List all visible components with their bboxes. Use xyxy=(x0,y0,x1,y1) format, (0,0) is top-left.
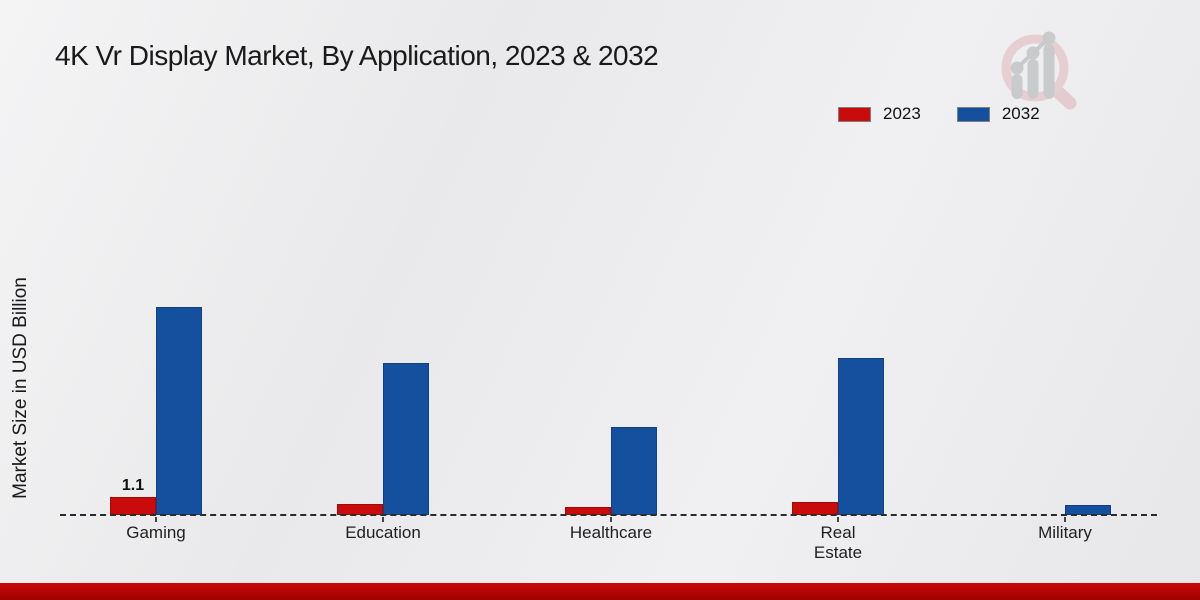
legend-label-2032: 2032 xyxy=(1001,104,1040,123)
legend-swatch-2023 xyxy=(838,106,871,122)
magnifier-growth-chart-icon xyxy=(1001,31,1077,110)
category-label-military: Military xyxy=(1038,523,1092,542)
legend: 2023 2032 xyxy=(838,104,1040,124)
x-axis-tick-gaming xyxy=(155,517,157,522)
category-label-education: Education xyxy=(345,523,421,542)
category-label-real-estate: Real Estate xyxy=(813,523,863,563)
bar-2032-military xyxy=(1065,505,1111,515)
legend-item-2023: 2023 xyxy=(838,104,921,124)
x-axis-tick-education xyxy=(382,517,384,522)
bar-2032-gaming xyxy=(156,307,202,515)
bar-2023-gaming xyxy=(110,497,156,515)
legend-label-2023: 2023 xyxy=(883,104,921,123)
category-label-healthcare: Healthcare xyxy=(569,523,653,542)
chart-title: 4K Vr Display Market, By Application, 20… xyxy=(55,40,659,71)
bar-value-label-gaming-2023: 1.1 xyxy=(121,477,145,494)
bar-2032-real-estate xyxy=(838,358,884,515)
legend-swatch-2032 xyxy=(956,106,990,122)
footer-red-band xyxy=(0,583,1200,600)
category-label-gaming: Gaming xyxy=(126,523,186,542)
bar-2023-real-estate xyxy=(792,502,838,515)
x-axis-tick-military xyxy=(1064,517,1066,522)
brand-watermark xyxy=(987,22,1087,119)
legend-item-2032: 2032 xyxy=(956,104,1040,124)
x-axis-tick-real-estate xyxy=(837,517,839,522)
bar-2032-healthcare xyxy=(611,427,657,515)
x-axis-tick-healthcare xyxy=(610,517,612,522)
bar-2032-education xyxy=(383,363,429,515)
x-axis-baseline xyxy=(60,514,1157,516)
bar-2023-education xyxy=(337,504,383,515)
bar-2023-healthcare xyxy=(565,507,611,515)
